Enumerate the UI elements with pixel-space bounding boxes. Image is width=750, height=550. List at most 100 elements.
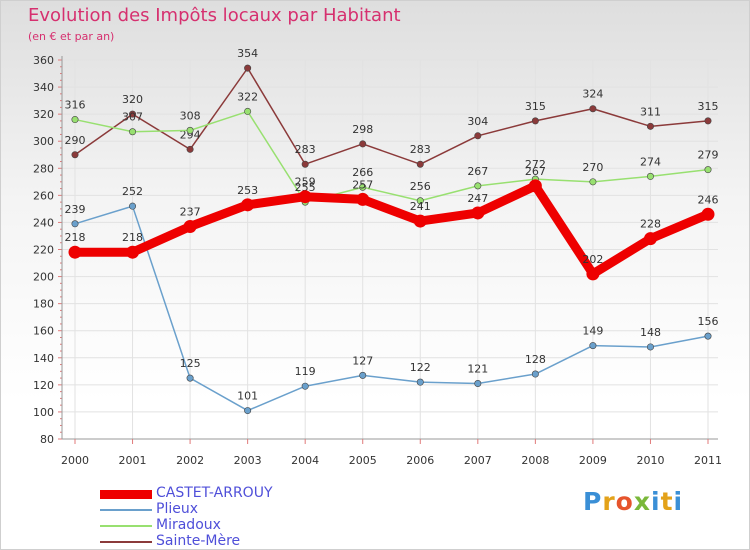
data-label-miradoux: 307 — [122, 111, 143, 124]
series-line-castet-arrouy — [70, 181, 713, 279]
legend-swatch — [100, 509, 152, 511]
data-label-sainte-m-re: 311 — [640, 105, 661, 118]
legend-label: Plieux — [156, 501, 198, 517]
data-label-miradoux: 279 — [698, 149, 719, 162]
data-label-sainte-m-re: 283 — [410, 143, 431, 156]
y-tick-label: 200 — [33, 271, 54, 284]
x-tick-label: 2003 — [234, 454, 262, 467]
data-point-miradoux — [704, 166, 712, 174]
data-point-sainte-m-re — [129, 110, 137, 118]
data-label-miradoux: 272 — [525, 158, 546, 171]
y-tick-label: 120 — [33, 379, 54, 392]
data-label-miradoux: 266 — [352, 166, 373, 179]
data-point-sainte-m-re — [474, 132, 482, 140]
data-point-miradoux — [129, 128, 137, 136]
data-label-miradoux: 256 — [410, 180, 431, 193]
data-point-sainte-m-re — [359, 140, 367, 148]
x-tick-label: 2009 — [579, 454, 607, 467]
data-label-plieux: 127 — [352, 354, 373, 367]
data-point-plieux — [589, 342, 597, 350]
data-label-sainte-m-re: 315 — [525, 100, 546, 113]
y-tick-label: 340 — [33, 81, 54, 94]
data-label-plieux: 125 — [180, 357, 201, 370]
data-label-castet-arrouy: 228 — [640, 218, 661, 231]
data-label-sainte-m-re: 324 — [582, 88, 603, 101]
data-label-sainte-m-re: 294 — [180, 128, 201, 141]
data-point-miradoux — [71, 116, 79, 124]
data-label-sainte-m-re: 354 — [237, 47, 258, 60]
data-point-miradoux — [474, 182, 482, 190]
data-point-plieux — [186, 374, 194, 382]
series-line-miradoux — [74, 110, 709, 203]
x-tick-label: 2007 — [464, 454, 492, 467]
data-label-castet-arrouy: 202 — [582, 253, 603, 266]
data-label-castet-arrouy: 246 — [698, 193, 719, 206]
y-tick-label: 300 — [33, 135, 54, 148]
data-label-miradoux: 322 — [237, 90, 258, 103]
data-point-castet-arrouy — [528, 179, 542, 193]
data-point-plieux — [416, 378, 424, 386]
y-tick-label: 240 — [33, 216, 54, 229]
data-point-sainte-m-re — [589, 105, 597, 113]
y-tick-label: 220 — [33, 244, 54, 257]
chart-subtitle: (en € et par an) — [28, 30, 115, 43]
data-label-sainte-m-re: 290 — [65, 134, 86, 147]
y-tick-label: 100 — [33, 406, 54, 419]
data-label-sainte-m-re: 304 — [467, 115, 488, 128]
data-label-miradoux: 316 — [65, 99, 86, 112]
data-label-plieux: 121 — [467, 363, 488, 376]
data-label-plieux: 122 — [410, 361, 431, 374]
legend-swatch — [100, 541, 152, 543]
data-point-plieux — [474, 380, 482, 388]
data-label-plieux: 252 — [122, 185, 143, 198]
data-point-miradoux — [186, 126, 194, 134]
x-tick-label: 2005 — [349, 454, 377, 467]
data-label-plieux: 101 — [237, 390, 258, 403]
data-point-miradoux — [589, 178, 597, 186]
data-label-castet-arrouy: 259 — [295, 176, 316, 189]
data-point-plieux — [359, 371, 367, 379]
x-tick-label: 2008 — [521, 454, 549, 467]
legend-swatch — [100, 490, 152, 499]
x-tick-label: 2004 — [291, 454, 319, 467]
y-tick-label: 180 — [33, 298, 54, 311]
data-label-sainte-m-re: 283 — [295, 143, 316, 156]
data-label-miradoux: 308 — [180, 109, 201, 122]
data-point-sainte-m-re — [244, 64, 252, 72]
data-point-sainte-m-re — [531, 117, 539, 125]
data-label-sainte-m-re: 315 — [698, 100, 719, 113]
data-point-sainte-m-re — [71, 151, 79, 159]
data-point-sainte-m-re — [646, 122, 654, 130]
data-label-castet-arrouy: 218 — [65, 231, 86, 244]
data-label-castet-arrouy: 237 — [180, 205, 201, 218]
x-tick-label: 2011 — [694, 454, 722, 467]
legend-label: Miradoux — [156, 517, 221, 533]
data-point-plieux — [71, 220, 79, 228]
data-label-castet-arrouy: 257 — [352, 178, 373, 191]
data-point-castet-arrouy — [701, 207, 715, 221]
data-point-sainte-m-re — [186, 145, 194, 153]
data-label-castet-arrouy: 218 — [122, 231, 143, 244]
data-point-castet-arrouy — [183, 219, 197, 233]
chart-title: Evolution des Impôts locaux par Habitant — [28, 5, 401, 26]
data-point-castet-arrouy — [586, 267, 600, 281]
y-tick-label: 140 — [33, 352, 54, 365]
data-point-castet-arrouy — [126, 245, 140, 259]
data-point-plieux — [129, 202, 137, 210]
legend-label: CASTET-ARROUY — [156, 485, 273, 501]
data-label-miradoux: 274 — [640, 155, 661, 168]
data-point-sainte-m-re — [301, 160, 309, 168]
data-label-castet-arrouy: 267 — [525, 165, 546, 178]
y-tick-label: 260 — [33, 189, 54, 202]
data-point-castet-arrouy — [241, 198, 255, 212]
data-point-plieux — [646, 343, 654, 351]
data-point-castet-arrouy — [643, 232, 657, 246]
data-point-miradoux — [646, 172, 654, 180]
data-label-sainte-m-re: 298 — [352, 123, 373, 136]
data-point-plieux — [301, 382, 309, 390]
y-tick-label: 160 — [33, 325, 54, 338]
data-point-castet-arrouy — [68, 245, 82, 259]
data-point-castet-arrouy — [356, 192, 370, 206]
legend-swatch — [100, 525, 152, 527]
